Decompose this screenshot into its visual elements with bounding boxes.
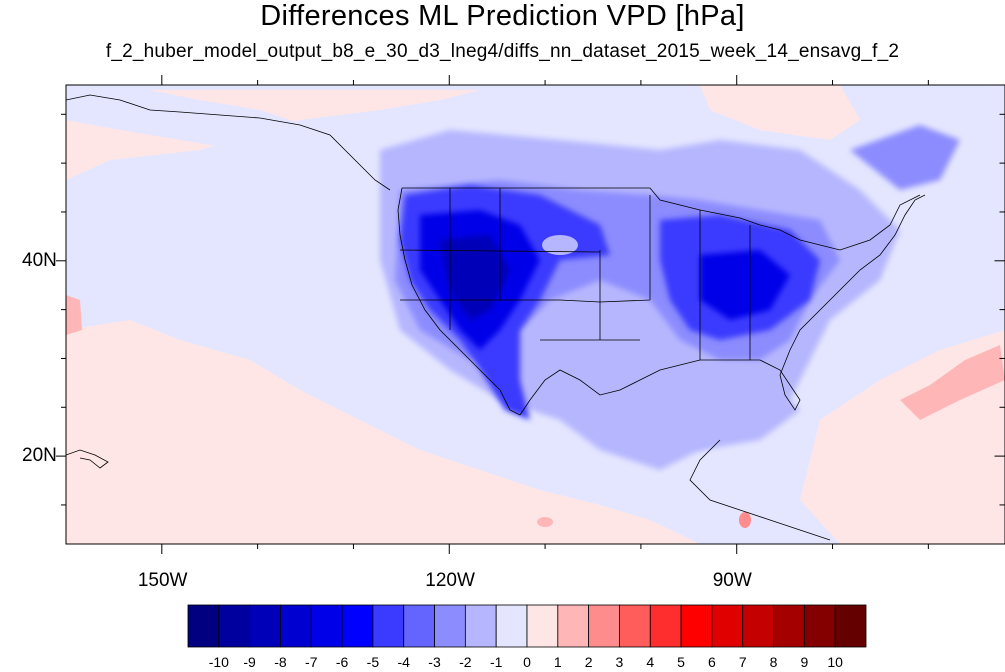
colorbar-label: 3 — [615, 654, 624, 670]
colorbar-swatch — [773, 604, 805, 648]
colorbar-swatch — [372, 604, 405, 648]
colorbar-label: 1 — [553, 654, 562, 670]
field-pink-southwest — [66, 320, 700, 544]
colorbar-label: -8 — [274, 654, 287, 670]
colorbar-swatch — [803, 604, 836, 648]
colorbar-label: 6 — [708, 654, 716, 670]
colorbar-label: -5 — [366, 654, 380, 670]
map-title: Differences ML Prediction VPD [hPa] — [260, 0, 745, 32]
colorbar-label: 7 — [738, 654, 747, 670]
colorbar-swatch — [495, 604, 528, 648]
y-tick-label: 40N — [22, 249, 57, 271]
x-tick-label: 90W — [712, 570, 752, 591]
map-ticks — [56, 75, 1005, 554]
field-red-central-america — [739, 512, 751, 528]
colorbar-swatch — [649, 604, 682, 648]
colorbar-label: -9 — [243, 654, 256, 670]
colorbar-swatch — [464, 604, 497, 648]
colorbar-swatch — [619, 604, 651, 648]
field-red-pacific-south — [537, 517, 553, 527]
colorbar-swatch — [310, 604, 343, 648]
field-darkest-blue-core — [440, 235, 510, 320]
field-light-spot-nm — [564, 306, 592, 330]
x-tick-label: 120W — [425, 570, 475, 591]
colorbar — [187, 604, 867, 648]
field-red-west-edge — [66, 295, 82, 335]
colorbar-swatch — [218, 604, 251, 648]
colorbar-label: 9 — [800, 654, 809, 670]
colorbar-swatch — [249, 604, 281, 648]
map-frame — [65, 84, 1005, 545]
map-field — [66, 85, 1005, 544]
colorbar-swatch — [557, 604, 590, 648]
colorbar-label: 4 — [646, 654, 655, 670]
colorbar-swatch — [403, 604, 435, 648]
colorbar-label: 0 — [523, 654, 531, 670]
colorbar-swatch — [434, 604, 466, 648]
colorbar-label: -4 — [397, 654, 410, 670]
colorbar-swatch — [341, 604, 374, 648]
colorbar-swatch — [280, 604, 312, 648]
colorbar-label: -7 — [305, 654, 318, 670]
colorbar-swatch — [834, 604, 867, 648]
field-red-atlantic — [900, 345, 1005, 420]
field-light-blue-gulf — [648, 360, 800, 450]
field-alaska — [66, 90, 340, 170]
colorbar-label: 5 — [677, 654, 685, 670]
coastlines — [66, 94, 926, 541]
map-subtitle: f_2_huber_model_output_b8_e_30_d3_lneg4/… — [105, 41, 900, 62]
colorbar-label: 10 — [827, 654, 843, 670]
colorbar-swatch — [588, 604, 620, 648]
colorbar-swatch — [680, 604, 713, 648]
colorbar-label: 2 — [584, 654, 593, 670]
colorbar-label: -10 — [208, 654, 229, 670]
colorbar-swatch — [187, 604, 220, 648]
field-pink-northeast — [700, 85, 860, 140]
colorbar-label: -2 — [459, 654, 472, 670]
colorbar-label: -6 — [335, 654, 349, 670]
colorbar-swatch — [742, 604, 774, 648]
y-tick-label: 20N — [22, 445, 57, 467]
colorbar-label: -3 — [428, 654, 441, 670]
field-dark-blue-ohio — [700, 250, 790, 320]
colorbar-swatch — [526, 604, 559, 648]
colorbar-label: -1 — [489, 654, 503, 670]
colorbar-label: 8 — [769, 654, 778, 670]
x-tick-label: 150W — [137, 570, 188, 591]
field-blue-hudson — [850, 125, 960, 190]
colorbar-swatch — [711, 604, 744, 648]
field-light-spot-wy — [542, 235, 578, 255]
